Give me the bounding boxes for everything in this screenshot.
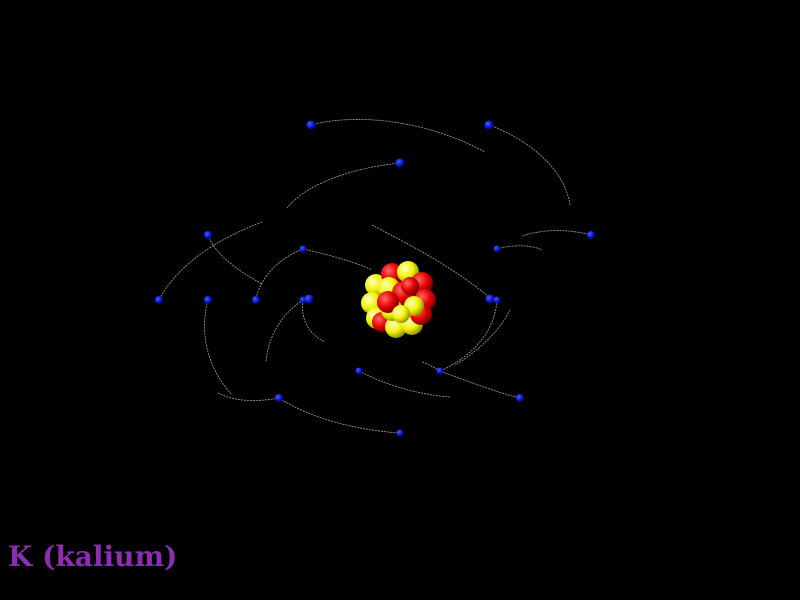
proton — [377, 291, 399, 313]
orbit-trail — [371, 224, 491, 299]
orbit-trail — [302, 248, 373, 271]
electron — [485, 294, 495, 304]
orbit-trail — [302, 299, 326, 343]
element-label: K (kalium) — [8, 540, 178, 573]
electron — [275, 394, 283, 402]
electron — [155, 296, 163, 304]
orbit-trail — [454, 309, 511, 366]
orbit-trail — [278, 397, 401, 434]
electron — [204, 231, 212, 239]
electron — [516, 394, 524, 402]
electron — [304, 294, 314, 304]
nucleus — [361, 261, 436, 338]
orbit-trail — [358, 370, 451, 398]
orbit-trail — [521, 230, 592, 237]
electron — [493, 245, 501, 253]
electron — [204, 296, 212, 304]
orbit-trail — [496, 245, 543, 251]
neutron — [392, 305, 410, 323]
orbit-trail — [217, 392, 280, 401]
electron — [306, 120, 316, 130]
proton — [401, 277, 419, 295]
orbit-trail — [255, 248, 304, 299]
orbit-trail — [204, 299, 233, 396]
orbit-trail — [265, 299, 304, 363]
electrons — [155, 120, 595, 437]
electron — [395, 158, 405, 168]
electron — [396, 429, 404, 437]
orbit-trail — [286, 162, 401, 209]
electron — [355, 367, 363, 375]
electron — [493, 296, 501, 304]
electron — [484, 120, 494, 130]
orbit-trail — [310, 119, 486, 153]
electron — [299, 245, 307, 253]
orbit-trail — [488, 124, 571, 206]
electron — [436, 367, 444, 375]
orbit-trail — [439, 370, 521, 399]
orbit-trail — [207, 234, 263, 285]
electron — [587, 231, 595, 239]
orbit-trail — [159, 221, 263, 299]
electron — [252, 296, 260, 304]
orbit-trail — [439, 299, 498, 372]
